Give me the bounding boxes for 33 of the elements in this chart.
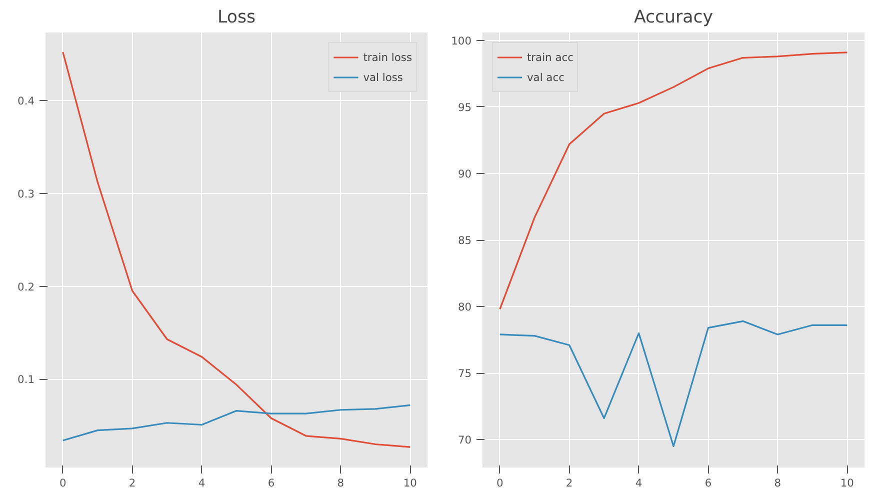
x-tick-label: 4 <box>635 476 642 490</box>
y-tick-label: 80 <box>458 300 472 314</box>
chart-title: Loss <box>217 8 256 28</box>
x-tick-label: 2 <box>566 476 573 490</box>
y-tick-label: 85 <box>458 234 472 248</box>
line-series <box>62 51 411 448</box>
x-tick-label: 8 <box>337 476 344 490</box>
y-tick-label: 0.1 <box>18 373 35 386</box>
y-tick-label: 100 <box>451 34 472 48</box>
legend-label: val acc <box>527 70 564 84</box>
x-tick-label: 8 <box>774 476 782 490</box>
y-tick-label: 70 <box>458 434 472 447</box>
x-tick-label: 2 <box>128 476 136 490</box>
y-tick-label: 0.2 <box>18 280 35 294</box>
x-tick-label: 10 <box>403 476 418 490</box>
legend-label: train loss <box>363 50 412 64</box>
line-series <box>499 52 848 310</box>
x-tick-label: 0 <box>496 476 504 490</box>
y-tick-label: 75 <box>458 367 472 380</box>
line-series <box>62 404 411 442</box>
chart-title: Accuracy <box>634 8 714 28</box>
x-tick-label: 10 <box>840 476 854 490</box>
y-tick-label: 0.4 <box>18 94 35 108</box>
y-tick-label: 90 <box>458 168 472 181</box>
y-tick-label: 95 <box>458 100 472 114</box>
line-series <box>499 320 848 448</box>
x-tick-label: 6 <box>704 476 712 490</box>
x-tick-label: 6 <box>268 476 275 490</box>
y-tick-label: 0.3 <box>18 187 35 200</box>
x-tick-label: 0 <box>59 476 66 490</box>
legend-label: train acc <box>527 50 574 64</box>
x-tick-label: 4 <box>198 476 206 490</box>
legend-label: val loss <box>363 70 403 84</box>
